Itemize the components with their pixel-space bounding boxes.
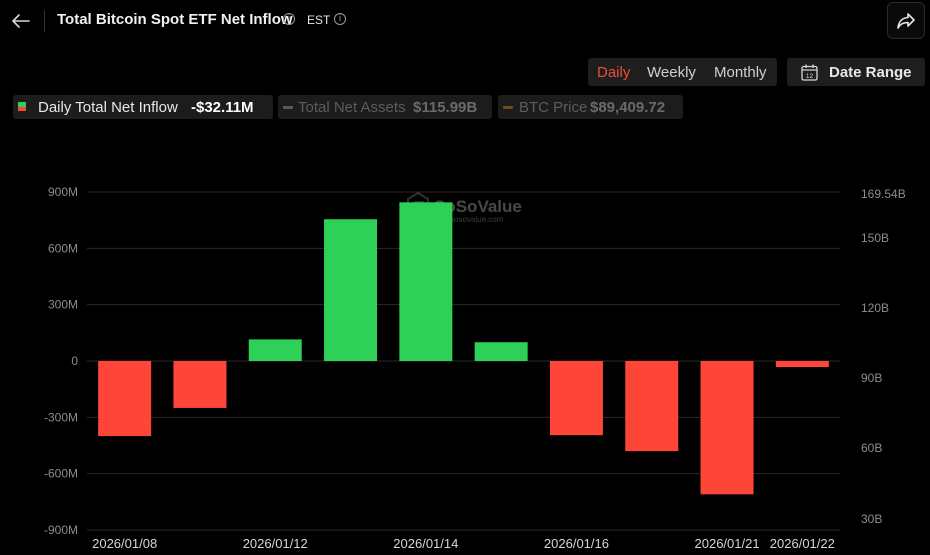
y-right-tick-label: 30B [861,512,882,526]
legend-swatch-inflow [18,102,26,111]
period-weekly-button[interactable]: Weekly [647,64,696,81]
x-tick-label: 2026/01/21 [695,536,760,551]
bar-2026/01/14[interactable] [399,202,453,361]
bar-2026/01/09[interactable] [173,361,227,408]
y-right-tick-label: 90B [861,371,882,385]
y-left-tick-label: 0 [71,354,78,368]
y-left-tick-label: -600M [44,467,78,481]
y-left-tick-label: -900M [44,523,78,537]
legend-item-total-net-assets[interactable]: Total Net Assets $115.99B [278,95,492,119]
y-left-tick-label: 900M [48,185,78,199]
bar-2026/01/22[interactable] [775,361,829,368]
x-tick-label: 2026/01/22 [770,536,835,551]
share-button[interactable] [887,2,925,39]
back-button[interactable] [8,8,34,34]
bar-2026/01/12[interactable] [248,339,302,361]
period-monthly-button[interactable]: Monthly [714,64,767,81]
bar-2026/01/20[interactable] [625,361,679,452]
x-tick-label: 2026/01/14 [393,536,458,551]
legend-label: Daily Total Net Inflow [38,99,178,116]
date-range-button[interactable]: 12 Date Range [787,58,925,86]
page-title: Total Bitcoin Spot ETF Net Inflow [57,11,293,28]
info-icon[interactable]: i [283,13,295,25]
watermark-brand: SoSoValue [434,197,522,216]
header-bar: Total Bitcoin Spot ETF Net Inflow i EST … [0,0,930,42]
legend-item-daily-inflow[interactable]: Daily Total Net Inflow -$32.11M [13,95,273,119]
legend-swatch-assets [283,106,293,109]
svg-text:12: 12 [806,73,814,80]
timezone-info-icon[interactable]: i [334,13,346,25]
legend-label: BTC Price [519,99,588,116]
bar-2026/01/16[interactable] [549,361,603,436]
y-right-tick-label: 150B [861,231,889,245]
date-range-label: Date Range [829,64,912,81]
period-daily-button[interactable]: Daily [597,64,631,81]
inflow-bar-chart: SoSoValue sosovalue.com 900M 600M 300M 0 -30… [44,185,906,551]
y-right-tick-label: 120B [861,301,889,315]
x-tick-label: 2026/01/12 [243,536,308,551]
share-icon [897,12,915,29]
x-tick-label: 2026/01/08 [92,536,157,551]
calendar-icon: 12 [801,64,818,81]
legend-value: -$32.11M [191,99,254,116]
bar-2026/01/13[interactable] [324,219,378,361]
watermark-url: sosovalue.com [450,215,504,224]
header-divider [44,10,45,32]
period-selector: Daily Weekly Monthly [588,58,777,86]
legend-value: $89,409.72 [590,99,666,116]
x-tick-label: 2026/01/16 [544,536,609,551]
legend-value: $115.99B [413,99,478,116]
y-left-tick-label: 600M [48,241,78,255]
arrow-left-icon [12,14,30,28]
bar-2026/01/08[interactable] [98,361,152,437]
y-left-tick-label: -300M [44,410,78,424]
y-right-tick-label: 169.54B [861,187,906,201]
bar-2026/01/21[interactable] [700,361,754,495]
y-left-tick-label: 300M [48,298,78,312]
legend-swatch-btc [503,106,513,109]
legend-label: Total Net Assets [298,99,406,116]
timezone-label: EST [307,13,331,27]
bar-2026/01/15[interactable] [474,342,528,361]
legend-item-btc-price[interactable]: BTC Price $89,409.72 [498,95,683,119]
y-right-tick-label: 60B [861,441,882,455]
